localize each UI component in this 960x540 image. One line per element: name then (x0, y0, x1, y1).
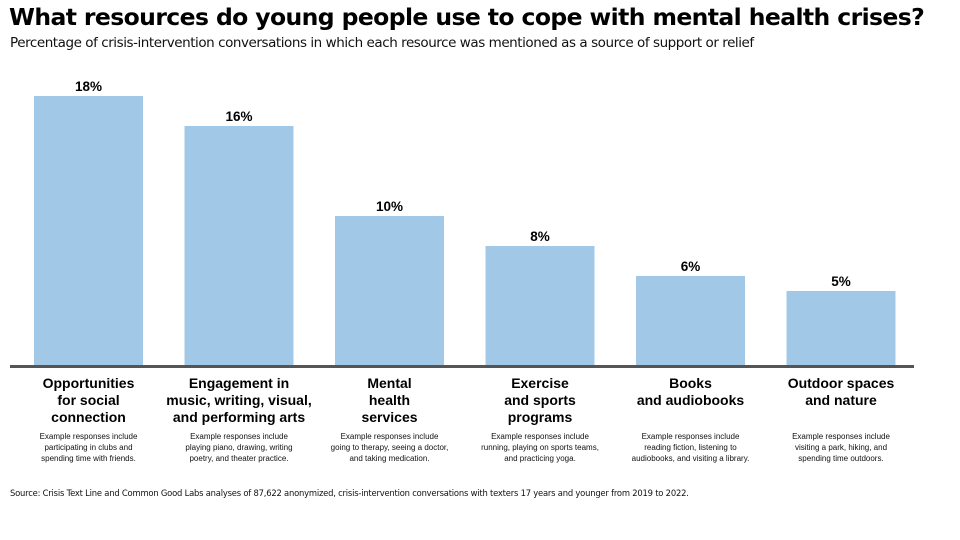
bar-1 (184, 126, 294, 366)
category-description-4: Example responses include reading fiction… (631, 432, 750, 463)
data-label-5: 5% (831, 274, 851, 289)
x-axis-line (10, 365, 914, 368)
data-label-2: 10% (376, 199, 403, 214)
data-label-1: 16% (225, 109, 252, 124)
category-description-3: Example responses include running, playin… (481, 432, 599, 463)
category-description-2: Example responses include going to therap… (330, 432, 449, 463)
category-label-4: Books and audiobooks (636, 375, 745, 408)
data-label-4: 6% (681, 259, 701, 274)
category-label-0: Opportunities for social connection (42, 375, 135, 425)
category-label-5: Outdoor spaces and nature (787, 375, 895, 408)
category-label-1: Engagement in music, writing, visual, and … (166, 375, 312, 425)
category-label-2: Mental health services (361, 375, 418, 425)
bar-0 (34, 96, 143, 366)
chart-subtitle: Percentage of crisis-intervention conver… (10, 35, 754, 51)
category-label-3: Exercise and sports programs (504, 375, 576, 425)
data-label-0: 18% (75, 79, 102, 94)
bar-5 (786, 291, 896, 366)
category-description-5: Example responses include visiting a park… (792, 432, 890, 463)
chart-title: What resources do young people use to co… (9, 3, 925, 31)
bar-4 (636, 276, 745, 366)
bar-3 (485, 246, 595, 366)
data-label-3: 8% (530, 229, 550, 244)
bar-2 (335, 216, 444, 366)
source-note: Source: Crisis Text Line and Common Good… (10, 488, 689, 498)
category-description-1: Example responses include playing piano, … (185, 432, 293, 463)
category-description-0: Example responses include participating i… (39, 432, 138, 463)
